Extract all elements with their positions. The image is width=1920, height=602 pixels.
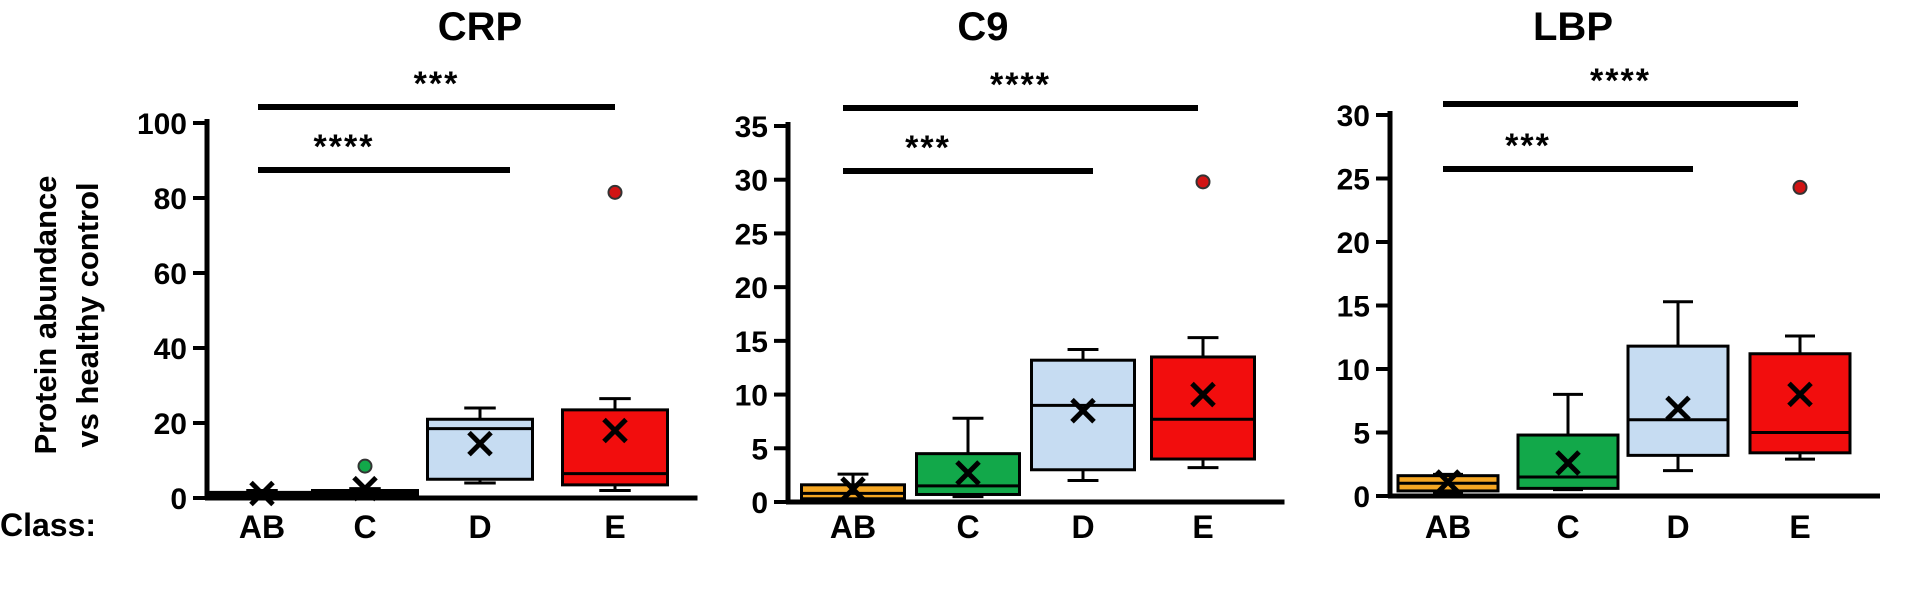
category-label: C [1556,509,1579,545]
box-body [1626,344,1730,457]
significance-label: **** [990,66,1051,104]
y-tick-label: 20 [1337,227,1370,260]
mean-marker [352,475,378,502]
y-tick-label: 15 [1337,291,1370,324]
box-c [1516,392,1620,492]
y-axis-label-line1: Protein abundance [28,175,63,454]
box-c [915,416,1021,499]
y-tick-label: 10 [1337,354,1370,387]
category-label: D [1666,509,1689,545]
y-tick-label: 60 [154,258,187,291]
category-label: AB [1425,509,1471,545]
y-tick-label: 20 [735,272,768,305]
outlier-point [607,184,623,200]
box-c [311,458,419,502]
y-tick-label: 0 [1353,481,1370,514]
y-tick-label: 0 [170,483,187,516]
box-body [1150,355,1256,461]
significance-label: *** [414,65,460,103]
y-tick-label: 0 [751,487,768,520]
significance-label: *** [1505,127,1551,165]
significance-label: **** [1590,62,1651,100]
box-e [1748,179,1852,461]
mean-marker [1435,469,1461,495]
box-e [561,184,669,492]
chart-title: CRP [438,5,522,49]
significance-label: **** [314,128,375,166]
mean-marker [1787,381,1813,408]
box-d [1030,347,1136,483]
category-label: C [956,509,979,545]
box-d [426,406,534,485]
y-tick-label: 20 [154,408,187,441]
box-ab [1396,469,1500,495]
y-tick-label: 10 [735,380,768,413]
significance-label: *** [905,129,951,167]
chart-title: C9 [957,5,1008,49]
y-tick-label: 5 [751,433,768,466]
y-tick-label: 25 [1337,164,1370,197]
mean-marker [955,460,981,486]
category-label: D [468,509,491,545]
y-tick-label: 25 [735,218,768,251]
outlier-point [1792,179,1808,195]
box-body [1030,358,1136,472]
y-tick-label: 35 [735,111,768,144]
y-tick-label: 30 [1337,100,1370,133]
y-tick-label: 40 [154,333,187,366]
chart-title: LBP [1533,5,1613,49]
mean-marker [249,480,275,507]
outlier-point [1195,174,1211,190]
mean-marker [1190,381,1216,408]
box-d [1626,300,1730,473]
category-label: C [353,509,376,545]
y-tick-label: 15 [735,326,768,359]
category-label: E [604,509,625,545]
y-tick-label: 5 [1353,418,1370,451]
y-tick-label: 100 [137,108,187,141]
mean-marker [1070,397,1096,424]
category-label: D [1071,509,1094,545]
category-label: AB [239,509,285,545]
y-tick-label: 30 [735,165,768,198]
category-label: AB [830,509,876,545]
box-ab [208,480,316,507]
box-ab [800,472,906,502]
outlier-point [357,458,373,474]
category-label: E [1192,509,1213,545]
mean-marker [467,430,493,457]
category-label: E [1789,509,1810,545]
y-axis-label-line2: vs healthy control [70,182,105,447]
mean-marker [1665,395,1691,422]
box-e [1150,174,1256,470]
mean-marker [1555,450,1581,476]
class-label: Class: [0,507,96,543]
mean-marker [840,476,866,502]
box-body [1748,352,1852,455]
y-tick-label: 80 [154,183,187,216]
mean-marker [602,417,628,444]
